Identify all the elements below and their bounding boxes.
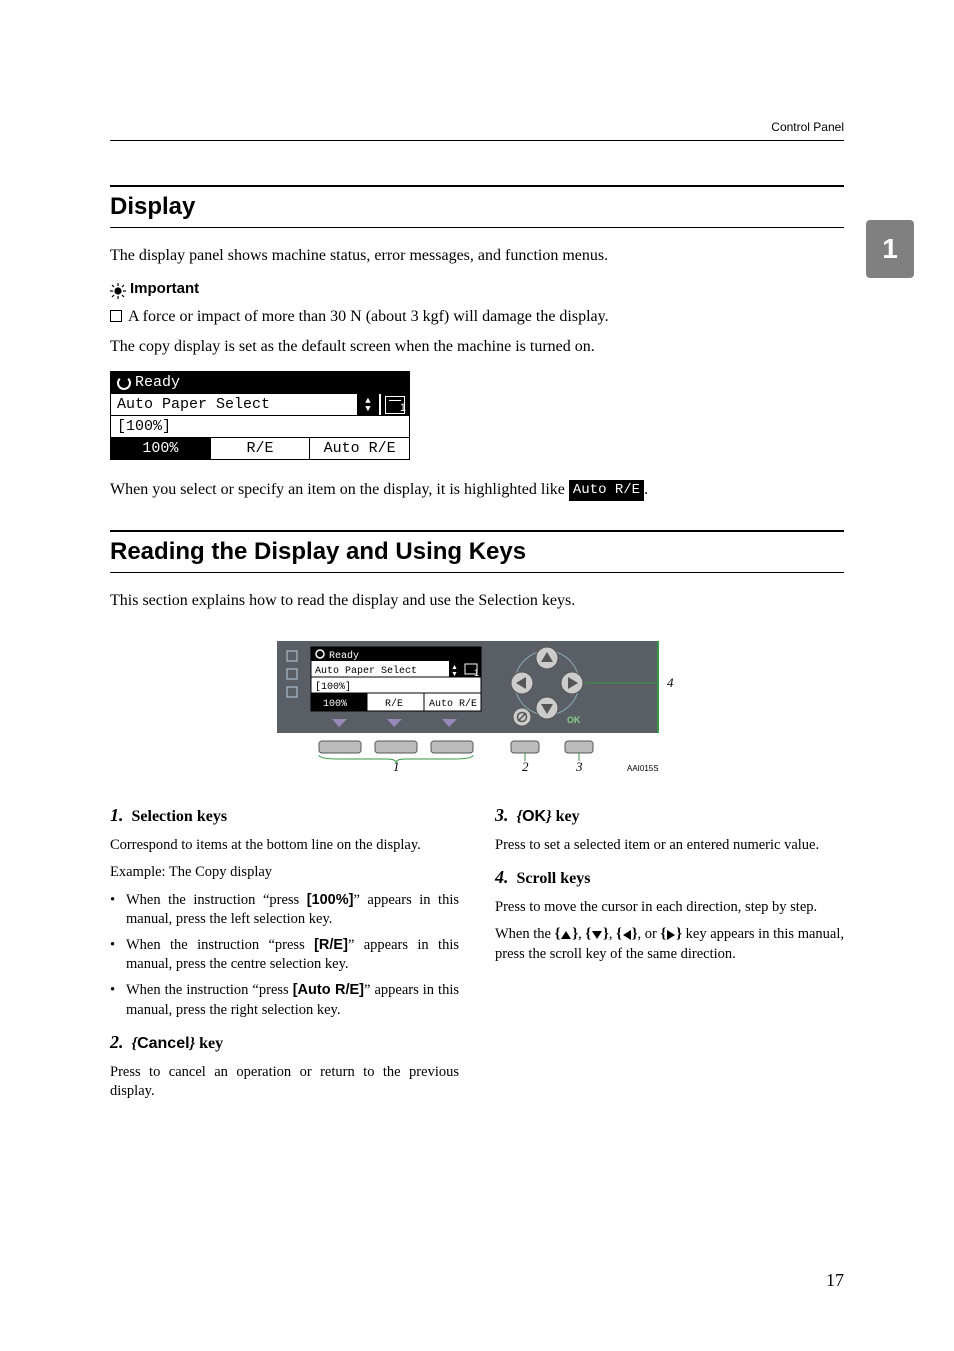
list-item: •When the instruction “press [R/E]” appe… [110, 936, 459, 975]
display-intro: The display panel shows machine status, … [110, 244, 844, 268]
key-suffix: key [552, 808, 580, 825]
display-heading: Display [110, 193, 844, 221]
important-heading: Important [110, 280, 844, 301]
highlight-sentence: When you select or specify an item on th… [110, 478, 844, 502]
list-item: •When the instruction “press [100%]” app… [110, 891, 459, 930]
txt: When the instruction “press [126, 982, 293, 998]
ok-p: Press to set a selected item or an enter… [495, 836, 844, 856]
item-num: 4. [495, 867, 509, 887]
highlight-chip: Auto R/E [569, 480, 644, 501]
cancel-p: Press to cancel an operation or return t… [110, 1063, 459, 1102]
item-num: 1. [110, 805, 124, 825]
softkey-3: Auto R/E [310, 438, 409, 459]
right-column: 3. {OK} key Press to set a selected item… [495, 803, 844, 1110]
item-1-head: 1. Selection keys [110, 803, 459, 828]
key-label: OK [522, 808, 546, 825]
reading-heading: Reading the Display and Using Keys [110, 538, 844, 566]
page-number: 17 [826, 1270, 844, 1291]
lcd-status-text: Ready [135, 374, 180, 391]
key-label: Cancel [137, 1035, 189, 1052]
page-content: Display The display panel shows machine … [110, 185, 844, 1110]
illus-sk1: 100% [323, 699, 347, 710]
header-rule [110, 140, 844, 141]
key-label: [R/E] [314, 937, 348, 953]
hl-post: . [644, 481, 648, 498]
softkey-1: 100% [111, 438, 210, 459]
important-text: A force or impact of more than 30 N (abo… [128, 305, 609, 329]
softkey-2: R/E [210, 438, 311, 459]
updown-icon: ▲▼ [357, 394, 379, 415]
left-column: 1. Selection keys Correspond to items at… [110, 803, 459, 1110]
sel-p1: Correspond to items at the bottom line o… [110, 836, 459, 856]
illus-ok-label: OK [567, 715, 581, 725]
h2-rule [110, 185, 844, 187]
important-label: Important [130, 280, 199, 297]
default-note: The copy display is set as the default s… [110, 335, 844, 359]
down-key-icon: {} [585, 925, 608, 945]
left-key-icon: {} [616, 925, 637, 945]
item-num: 3. [495, 805, 509, 825]
lcd-paper-text: Auto Paper Select [111, 394, 357, 415]
illus-lcd-row3: [100%] [315, 681, 351, 693]
panel-illustration: Ready Auto Paper Select ▲ ▼ 1 [100%] 100… [267, 633, 687, 773]
important-icon [110, 283, 126, 299]
illus-sk3: Auto R/E [429, 698, 477, 710]
tray-icon: 1 [379, 394, 409, 415]
illus-lcd-row2: Auto Paper Select [315, 665, 417, 677]
scroll-p1: Press to move the cursor in each directi… [495, 898, 844, 918]
item-num: 2. [110, 1032, 124, 1052]
up-key-icon: {} [555, 925, 578, 945]
h2-rule [110, 530, 844, 532]
h2-rule [110, 572, 844, 573]
h2-rule [110, 227, 844, 228]
svg-text:▼: ▼ [451, 670, 458, 678]
lcd-screenshot: Ready Auto Paper Select ▲▼ 1 [100%] 100%… [110, 371, 410, 460]
sel-p2: Example: The Copy display [110, 863, 459, 883]
key-suffix: key [195, 1035, 223, 1052]
key-label: [Auto R/E] [293, 982, 364, 998]
lcd-row-zoom: [100%] [111, 415, 409, 437]
hl-pre: When you select or specify an item on th… [110, 481, 569, 498]
header-section: Control Panel [771, 120, 844, 134]
illus-code: AAI015S [627, 764, 659, 773]
callout-4: 4 [667, 675, 674, 690]
item-2-head: 2. {Cancel} key [110, 1030, 459, 1055]
lcd-row-status: Ready [111, 372, 409, 393]
key-label: [100%] [307, 892, 354, 908]
callout-3: 3 [575, 759, 583, 773]
lcd-row-paper: Auto Paper Select ▲▼ 1 [111, 393, 409, 415]
txt: When the instruction “press [126, 937, 314, 953]
txt: When the instruction “press [126, 892, 307, 908]
list-item: •When the instruction “press [Auto R/E]”… [110, 981, 459, 1020]
important-bullet: A force or impact of more than 30 N (abo… [110, 305, 844, 329]
right-key-icon: {} [661, 925, 682, 945]
tray-number: 1 [400, 402, 406, 414]
svg-text:1: 1 [474, 668, 479, 678]
checkbox-icon [110, 310, 122, 322]
spinner-icon [117, 376, 131, 390]
illus-sk2: R/E [385, 698, 403, 710]
key-descriptions: 1. Selection keys Correspond to items at… [110, 803, 844, 1110]
item-title: Selection keys [132, 808, 228, 825]
callout-2: 2 [522, 759, 529, 773]
chapter-tab: 1 [866, 220, 914, 278]
scroll-p2: When the {}, {}, {}, or {} key appears i… [495, 925, 844, 964]
item-4-head: 4. Scroll keys [495, 865, 844, 890]
txt: When the [495, 926, 555, 942]
item-title: Scroll keys [517, 870, 591, 887]
reading-intro: This section explains how to read the di… [110, 589, 844, 613]
lcd-row-softkeys: 100% R/E Auto R/E [111, 437, 409, 459]
illus-lcd-row1: Ready [329, 650, 359, 662]
item-3-head: 3. {OK} key [495, 803, 844, 828]
